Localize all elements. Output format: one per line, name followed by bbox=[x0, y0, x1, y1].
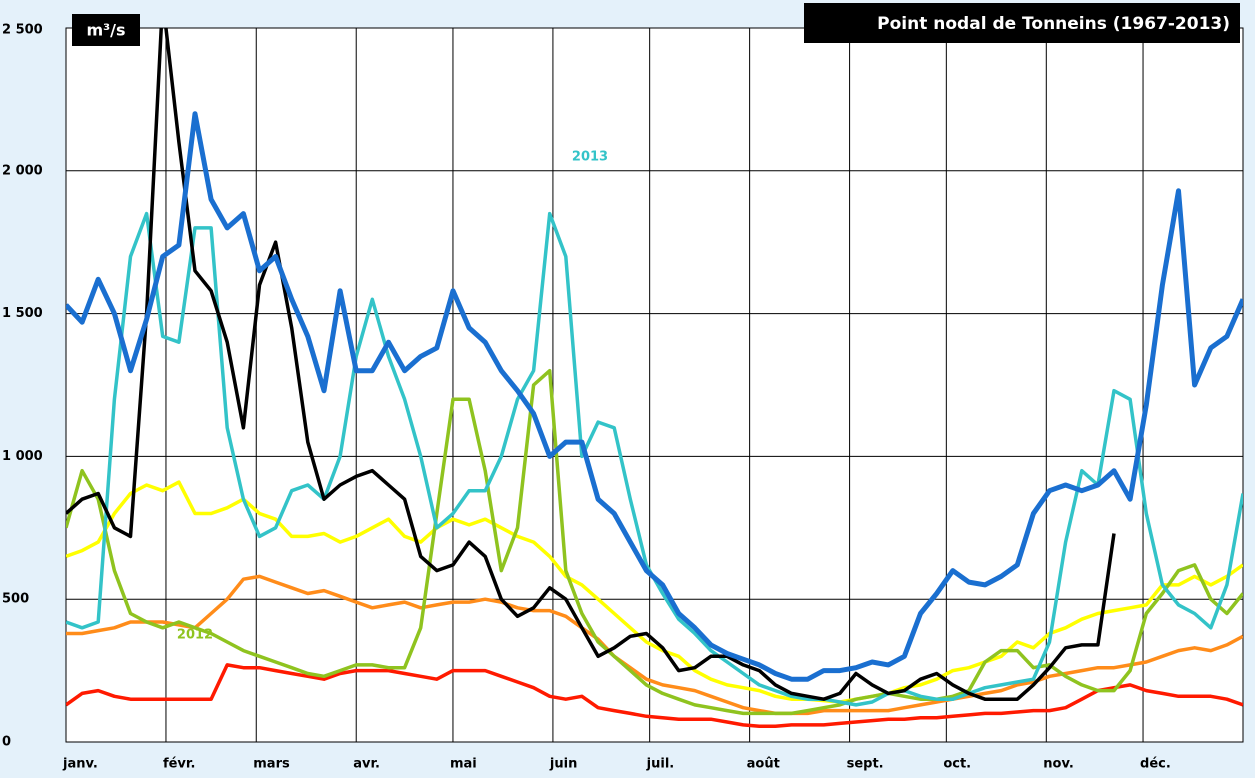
annotation: 2012 bbox=[177, 628, 213, 643]
y-tick-label: 500 bbox=[2, 592, 29, 607]
unit-box bbox=[72, 14, 140, 46]
series-line bbox=[66, 111, 1243, 682]
y-tick-label: 2 500 bbox=[2, 23, 43, 38]
x-tick-label: sept. bbox=[847, 757, 884, 772]
series-line bbox=[66, 574, 1243, 716]
series-line bbox=[66, 28, 1116, 701]
y-tick-label: 2 000 bbox=[2, 163, 43, 178]
series-line bbox=[66, 480, 1243, 704]
plot-area bbox=[66, 28, 1243, 742]
y-tick-label: 1 000 bbox=[2, 449, 43, 464]
series-line bbox=[66, 663, 1243, 729]
x-tick-label: juin bbox=[549, 757, 577, 772]
y-tick-label: 0 bbox=[2, 735, 11, 750]
x-tick-label: août bbox=[747, 757, 780, 772]
x-tick-label: nov. bbox=[1043, 757, 1074, 772]
y-tick-label: 1 500 bbox=[2, 306, 43, 321]
title-box bbox=[804, 3, 1240, 43]
x-tick-label: mai bbox=[450, 757, 477, 772]
x-tick-label: déc. bbox=[1140, 757, 1171, 772]
x-tick-label: avr. bbox=[353, 757, 380, 772]
x-tick-label: janv. bbox=[62, 757, 98, 772]
x-tick-label: févr. bbox=[163, 757, 195, 772]
series-line bbox=[66, 368, 1243, 716]
y-axis-label: m³/s bbox=[86, 21, 125, 40]
x-tick-label: juil. bbox=[646, 757, 675, 772]
x-tick-label: mars bbox=[253, 757, 290, 772]
x-tick-label: oct. bbox=[943, 757, 971, 772]
plot-border bbox=[65, 27, 1244, 743]
annotation: 2013 bbox=[572, 150, 608, 165]
chart-title: Point nodal de Tonneins (1967-2013) bbox=[877, 14, 1230, 34]
